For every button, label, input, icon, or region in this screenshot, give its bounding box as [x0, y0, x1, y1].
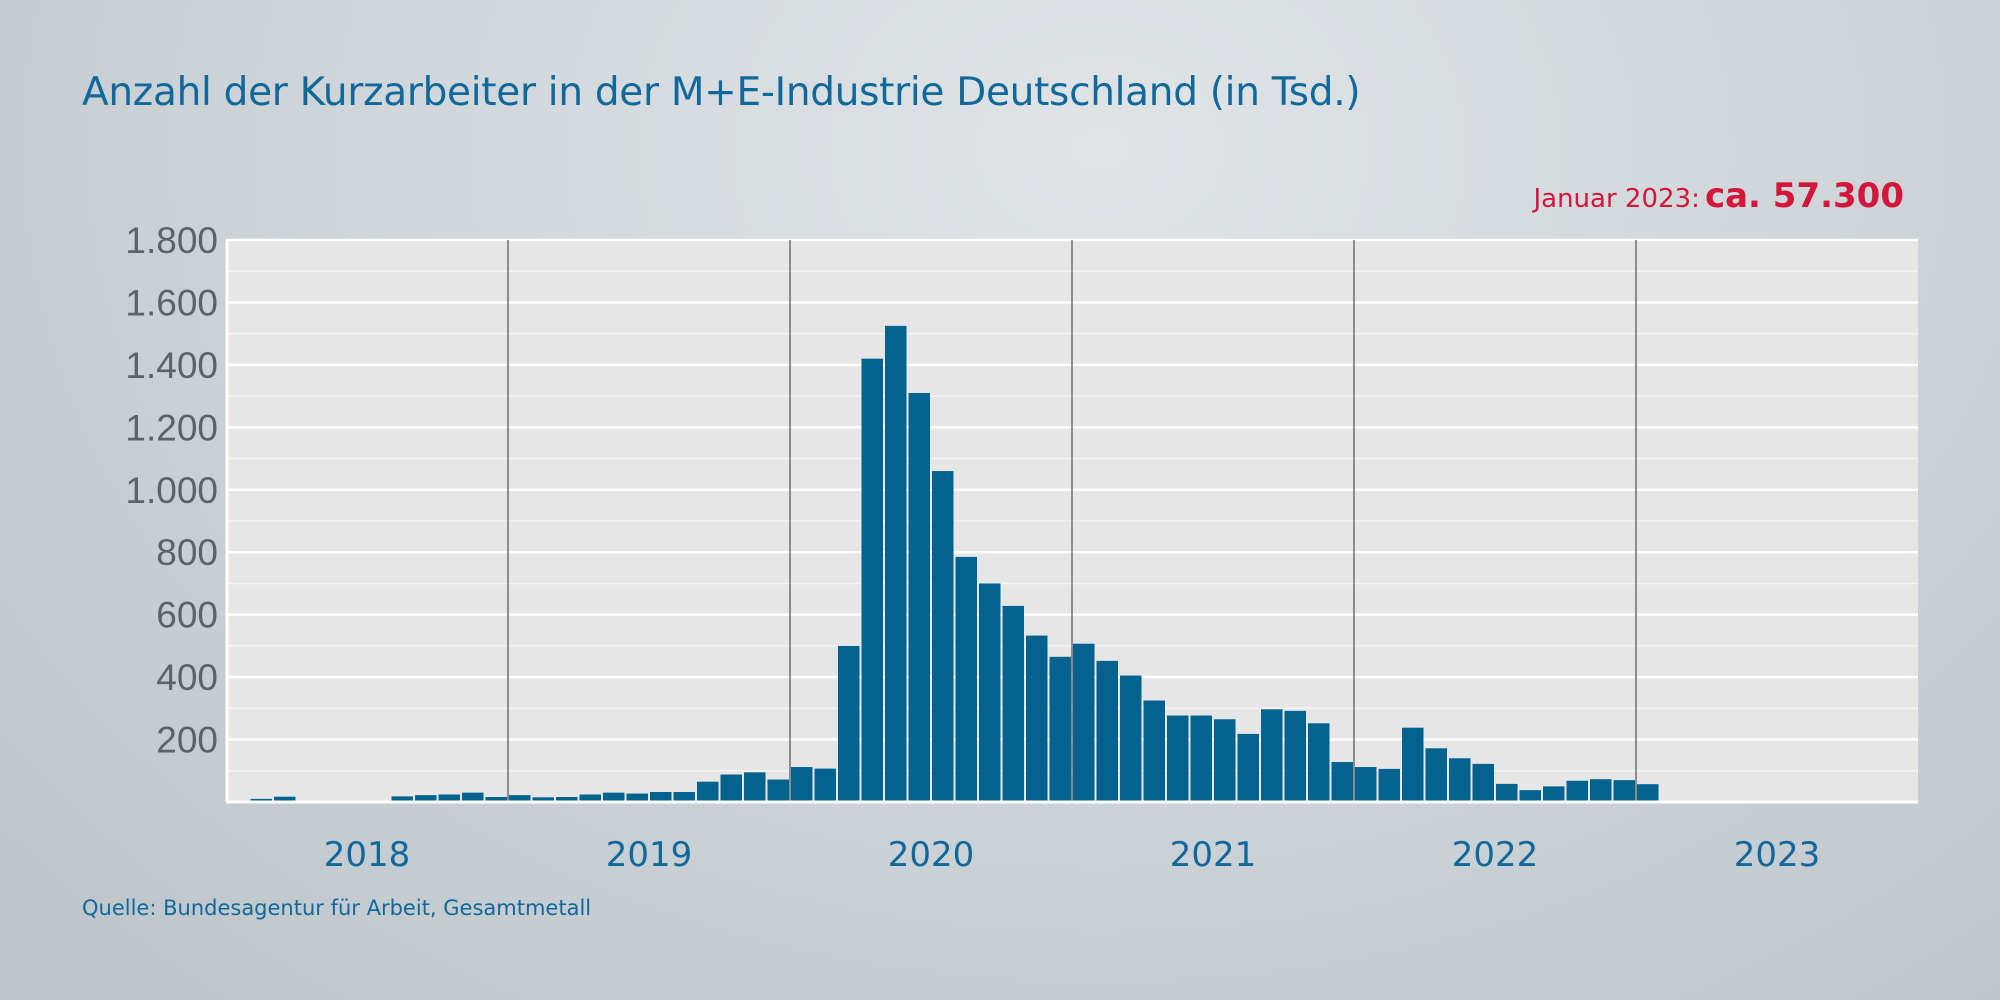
bar — [556, 797, 578, 802]
bar — [650, 792, 672, 802]
year-label: 2020 — [888, 835, 975, 875]
bar — [1284, 710, 1306, 802]
bar — [1143, 700, 1165, 802]
bar — [1472, 763, 1494, 802]
year-label: 2021 — [1170, 835, 1257, 875]
bar — [1237, 733, 1259, 802]
bar — [391, 796, 413, 802]
year-label: 2019 — [606, 835, 693, 875]
bar — [1261, 709, 1283, 802]
y-tick-label: 1.600 — [125, 282, 218, 323]
y-tick-labels: 200 400 600 800 1.000 1.200 1.400 1.600 1.800 — [125, 220, 218, 761]
bars — [250, 325, 1659, 802]
bar — [415, 795, 437, 802]
bar — [1308, 723, 1330, 802]
bar — [1519, 790, 1541, 802]
bar — [767, 779, 789, 802]
bar — [814, 768, 836, 802]
bar — [603, 792, 625, 802]
bar — [1190, 715, 1212, 802]
bar — [1026, 635, 1048, 802]
bar — [932, 471, 954, 802]
year-label: 2022 — [1452, 835, 1539, 875]
y-tick-label: 1.000 — [125, 470, 218, 511]
bar — [532, 797, 554, 802]
bar — [1073, 643, 1095, 802]
y-tick-label: 1.400 — [125, 345, 218, 386]
bar — [1425, 748, 1447, 802]
bar — [673, 792, 695, 802]
bar — [1355, 767, 1377, 802]
bar — [1214, 719, 1236, 802]
bar — [1402, 727, 1424, 802]
bar — [720, 774, 742, 802]
bar — [885, 325, 907, 802]
y-tick-label: 600 — [156, 595, 218, 636]
bar — [509, 795, 531, 802]
bar — [1590, 779, 1612, 802]
bar — [1096, 660, 1118, 802]
y-tick-label: 400 — [156, 657, 218, 698]
bar — [438, 794, 460, 802]
bar — [1331, 762, 1353, 802]
y-tick-label: 800 — [156, 532, 218, 573]
bar — [955, 556, 977, 802]
year-label: 2023 — [1734, 835, 1821, 875]
year-separator-lines — [507, 240, 1637, 802]
bar — [979, 583, 1001, 802]
bar — [791, 767, 813, 802]
bar — [1543, 786, 1565, 802]
bar — [1378, 768, 1400, 802]
bar — [1002, 605, 1024, 802]
y-tick-label: 1.800 — [125, 220, 218, 261]
bar — [626, 793, 648, 802]
bar — [838, 645, 860, 802]
bar — [1613, 780, 1635, 802]
bar — [1049, 656, 1071, 802]
latest-value-callout: Januar 2023: ca. 57.300 — [1533, 176, 1904, 216]
bar — [274, 796, 296, 802]
callout-label: Januar 2023: — [1533, 184, 1700, 214]
bar — [1637, 784, 1659, 802]
bar — [744, 772, 766, 802]
bar — [1496, 783, 1518, 802]
bar — [462, 792, 484, 802]
bar — [485, 797, 507, 802]
bar — [250, 798, 272, 802]
y-tick-label: 200 — [156, 720, 218, 761]
bar — [1566, 780, 1588, 802]
year-label: 2018 — [324, 835, 411, 875]
bar — [697, 781, 719, 802]
axes — [225, 240, 1918, 804]
bar — [861, 358, 883, 802]
bar — [579, 794, 601, 802]
bar — [1120, 675, 1142, 802]
bar — [1167, 715, 1189, 802]
callout-value: ca. 57.300 — [1704, 176, 1904, 216]
year-labels: 2018 2019 2020 2021 2022 2023 — [324, 835, 1821, 875]
y-tick-label: 1.200 — [125, 407, 218, 448]
bar — [1449, 758, 1471, 802]
bar — [908, 392, 930, 802]
chart-title: Anzahl der Kurzarbeiter in der M+E-Indus… — [82, 70, 1361, 115]
source-note: Quelle: Bundesagentur für Arbeit, Gesamt… — [82, 896, 592, 920]
